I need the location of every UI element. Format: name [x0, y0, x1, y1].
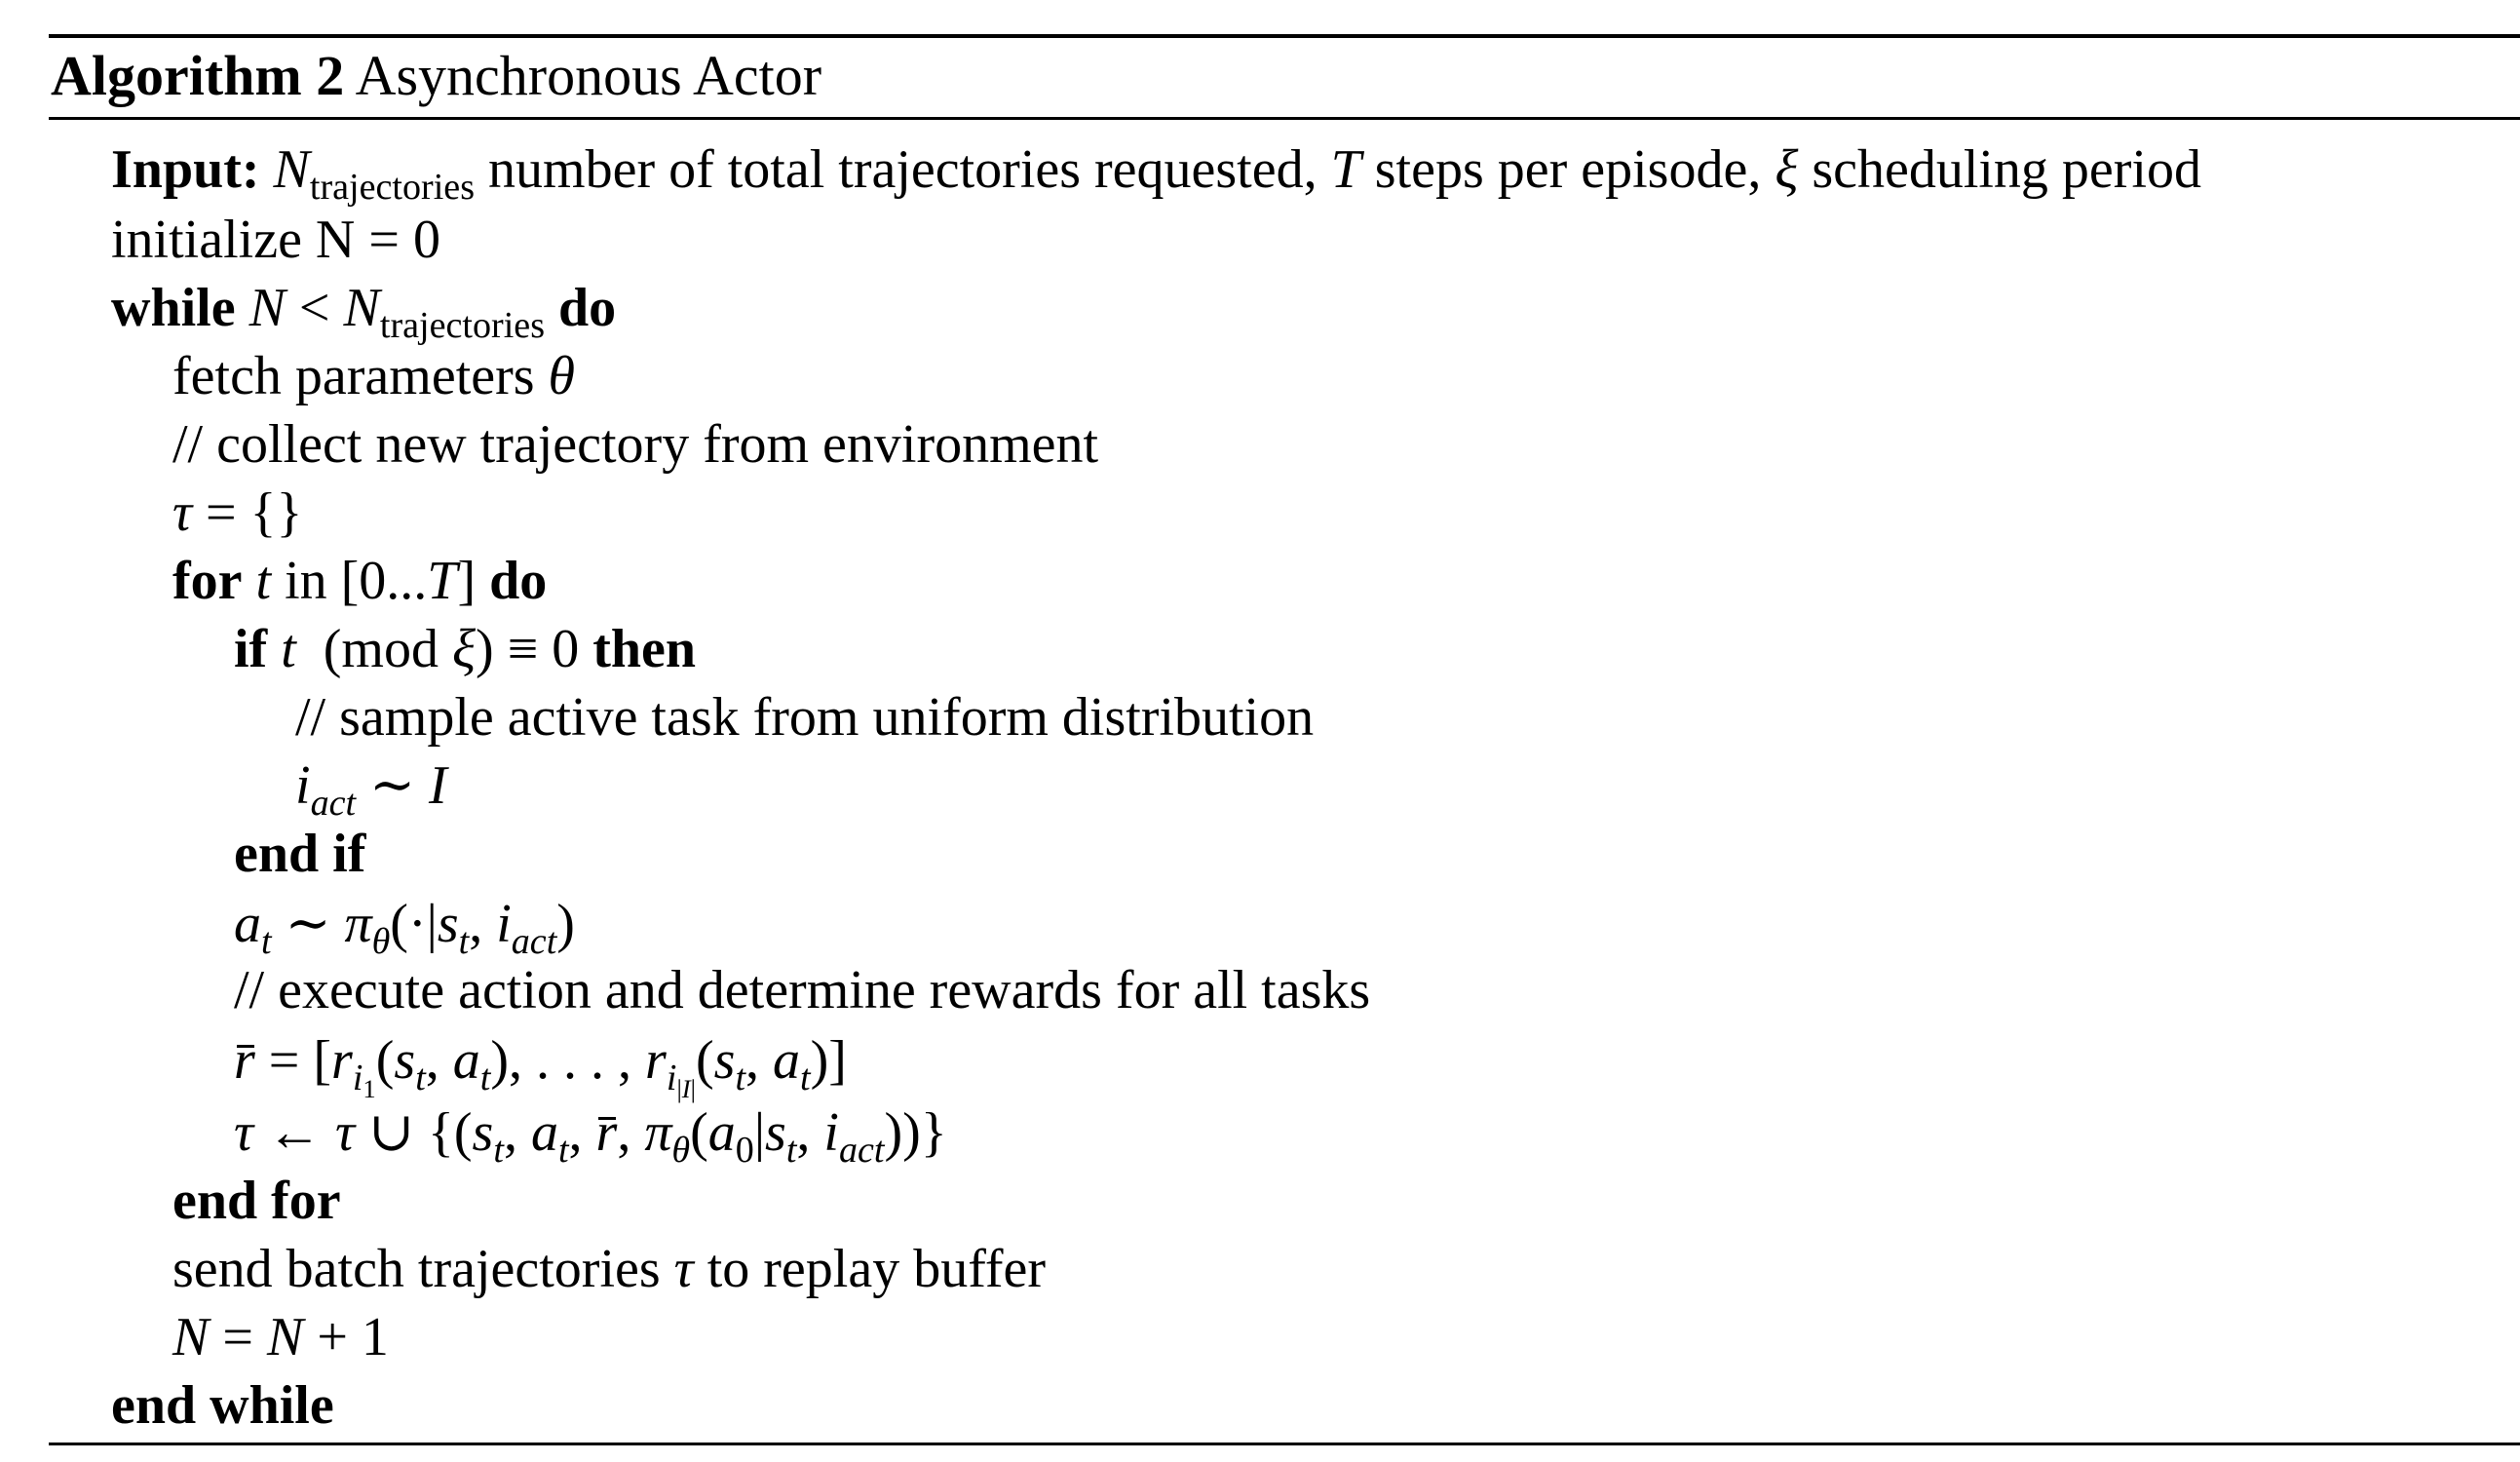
comment-collect-line: // collect new trajectory from environme… [172, 414, 1099, 475]
tau-init-line: τ = {} [172, 482, 303, 543]
for-line: for t in [0...T] do [172, 551, 548, 611]
input-text-1: number of total trajectories requested, [488, 139, 1317, 200]
sample-task-line: iact ∼ I [295, 755, 447, 825]
action-iact-subscript: act [511, 921, 557, 963]
end-while-line: end while [111, 1375, 334, 1436]
while-subscript: trajectories [379, 305, 546, 347]
comment-execute-line: // execute action and determine rewards … [234, 960, 1371, 1020]
then-keyword: then [592, 619, 697, 679]
while-line: while N < Ntrajectories do [111, 278, 617, 347]
send-line: send batch trajectories τ to replay buff… [172, 1239, 1046, 1299]
for-do-keyword: do [489, 551, 548, 611]
top-rule [49, 34, 2520, 38]
algorithm-title: Asynchronous Actor [355, 44, 822, 107]
if-keyword: if [234, 619, 268, 679]
algorithm-caption: Algorithm 2 Asynchronous Actor [51, 43, 821, 109]
input-text-3: scheduling period [1812, 139, 2201, 200]
tau-update-line: τ ← τ ∪ {(st, at, r, πθ(a0|st, iact))} [234, 1102, 947, 1172]
while-keyword: while [111, 278, 236, 338]
input-keyword: Input: [111, 139, 260, 200]
tau-iact-subscript: act [838, 1130, 885, 1172]
title-rule [49, 117, 2520, 120]
init-line: initialize N = 0 [111, 210, 440, 270]
do-keyword: do [558, 278, 617, 338]
input-subscript: trajectories [309, 167, 476, 209]
algorithm-label: Algorithm 2 [51, 44, 345, 107]
if-mod: (mod [323, 619, 439, 679]
for-range: [0... [340, 551, 428, 611]
send-text-1: send batch trajectories [172, 1239, 661, 1299]
input-text-2: steps per episode, [1374, 139, 1762, 200]
action-line: at ∼ πθ(·|st, iact) [234, 894, 575, 963]
end-for-line: end for [172, 1171, 341, 1231]
send-text-2: to replay buffer [706, 1239, 1046, 1299]
for-in: in [285, 551, 327, 611]
bottom-rule [49, 1443, 2520, 1445]
rewards-line: r = [ri1(st, at), . . . , ri|I|(st, at)] [234, 1030, 847, 1104]
comment-sample-line: // sample active task from uniform distr… [295, 687, 1315, 748]
input-line: Input: Ntrajectories number of total tra… [111, 139, 2201, 209]
end-if-line: end if [234, 824, 366, 884]
fetch-text: fetch parameters [172, 346, 535, 406]
increment-line: N = N + 1 [172, 1307, 389, 1367]
fetch-line: fetch parameters θ [172, 346, 576, 406]
iact-subscript: act [310, 783, 357, 825]
for-keyword: for [172, 551, 243, 611]
if-line: if t (mod ξ) ≡ 0 then [234, 619, 697, 679]
